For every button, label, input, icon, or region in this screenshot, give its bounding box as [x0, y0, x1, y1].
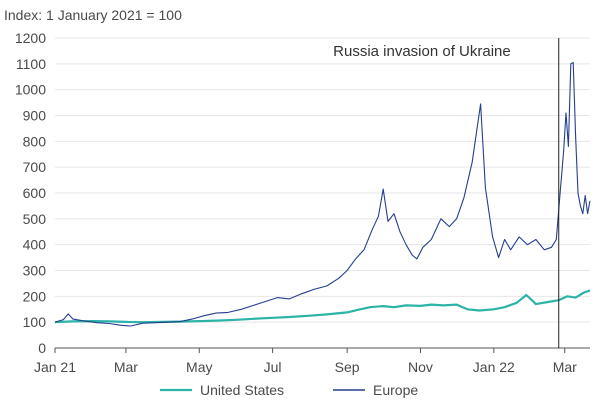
y-tick-label: 1000 [15, 82, 46, 98]
legend-label: Europe [373, 382, 418, 398]
x-tick-labels: Jan 21 Mar May Jul Sep Nov Jan 22 Mar [34, 348, 577, 375]
annotations: Russia invasion of Ukraine [333, 38, 560, 348]
y-tick-label: 800 [23, 133, 47, 149]
y-tick-label: 200 [23, 288, 47, 304]
y-axis-title: Index: 1 January 2021 = 100 [4, 7, 182, 23]
y-tick-label: 0 [38, 340, 46, 356]
x-tick-label: May [186, 359, 212, 375]
x-tick-label: Mar [553, 359, 577, 375]
x-tick-label: Mar [114, 359, 138, 375]
series-line-europe [54, 61, 591, 327]
legend-label: United States [200, 382, 284, 398]
y-tick-label: 1100 [16, 56, 46, 72]
y-tick-label: 900 [23, 108, 47, 124]
y-tick-label: 300 [23, 263, 47, 279]
x-tick-label: Jul [264, 359, 282, 375]
y-tick-label: 700 [23, 159, 47, 175]
series-lines [54, 61, 591, 327]
x-tick-label: Jan 21 [34, 359, 76, 375]
x-tick-label: Nov [408, 359, 433, 375]
series-line-united-states [54, 289, 591, 324]
y-tick-label: 400 [23, 237, 47, 253]
y-tick-label: 1200 [15, 30, 46, 46]
y-tick-label: 100 [23, 314, 47, 330]
y-tick-labels: 0 100 200 300 400 500 600 700 800 900 1000 1100 1200 [15, 30, 46, 356]
y-tick-label: 600 [23, 185, 47, 201]
invasion-annotation-label: Russia invasion of Ukraine [333, 43, 511, 60]
gridlines [55, 37, 590, 349]
x-tick-label: Sep [335, 359, 360, 375]
y-tick-label: 500 [23, 211, 47, 227]
legend: United States Europe [160, 382, 418, 398]
x-tick-label: Jan 22 [473, 359, 515, 375]
